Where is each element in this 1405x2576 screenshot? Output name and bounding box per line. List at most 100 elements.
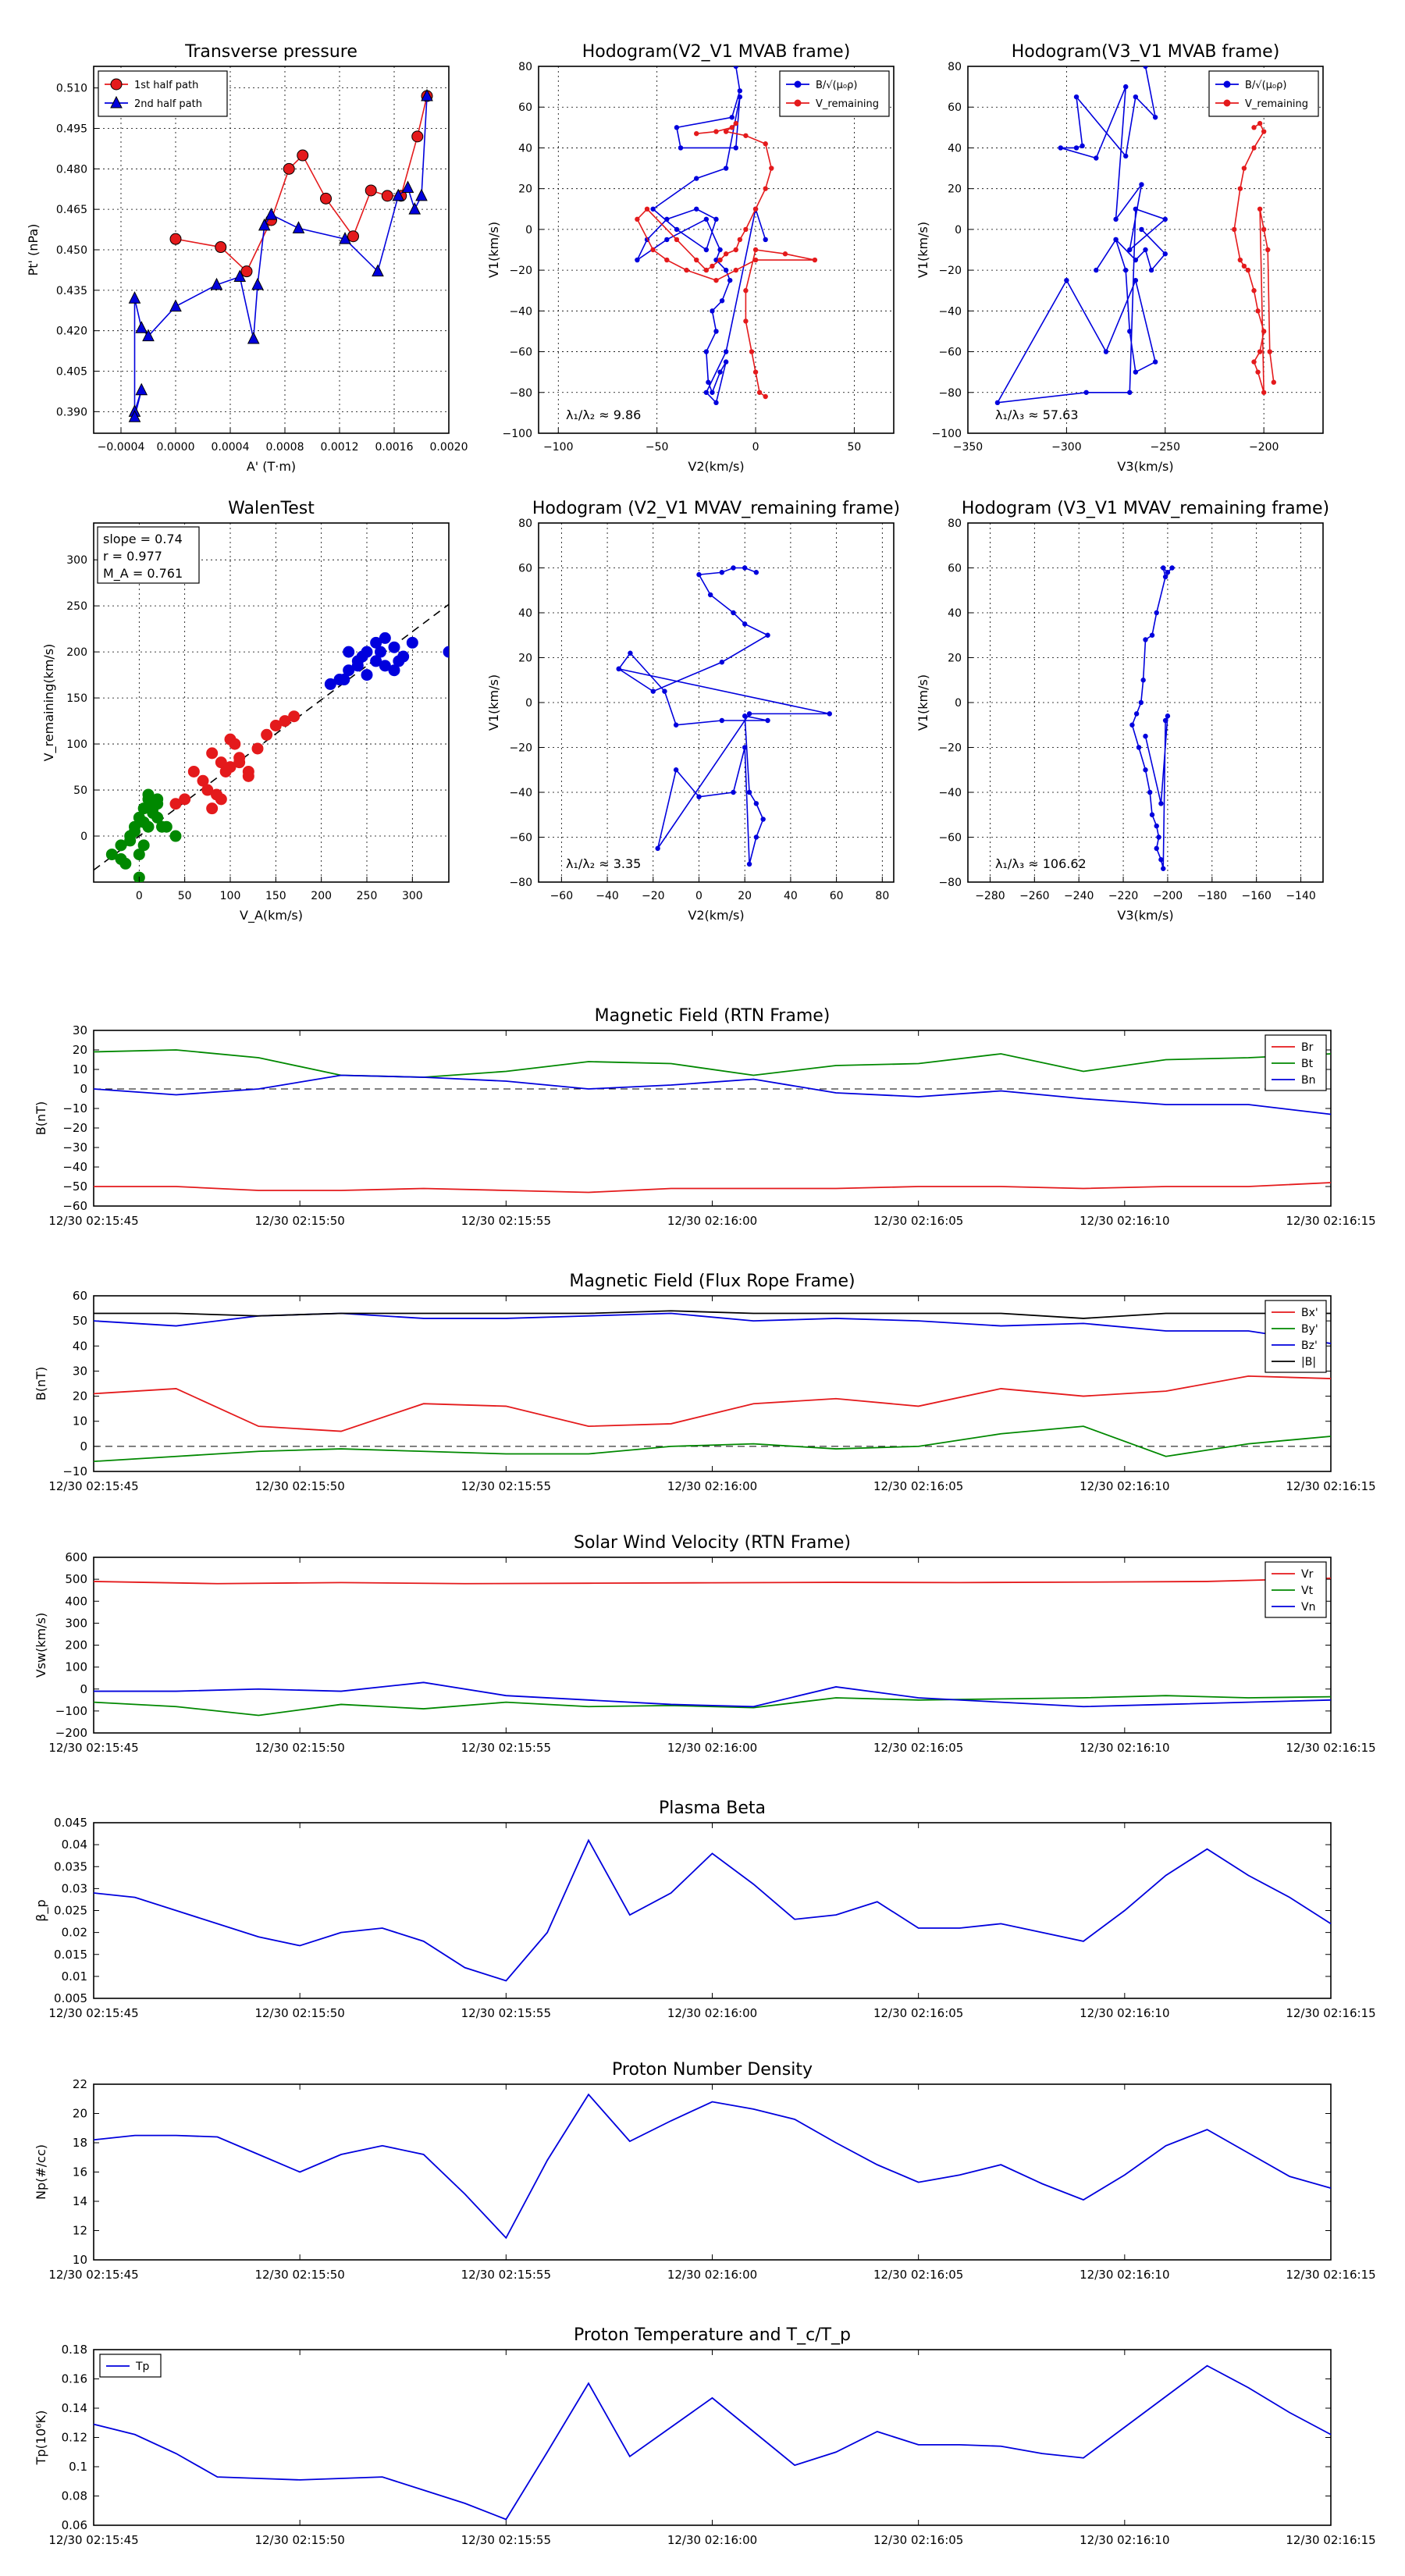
x-tick-label: 60 [830,890,844,902]
data-point [1073,145,1080,151]
data-point [717,257,723,263]
y-tick-label: −60 [938,832,962,845]
y-tick-label: 60 [518,563,532,575]
y-tick-label: 12 [73,2224,87,2238]
y-tick-label: −100 [503,428,532,440]
data-point [151,798,164,810]
y-axis-label: V1(km/s) [916,674,930,731]
series-line [93,2093,1332,2240]
data-point [142,820,155,833]
data-point [1113,237,1119,243]
series-line [93,1577,1332,1585]
x-tick-label: −200 [1249,441,1279,454]
y-axis-label: V1(km/s) [486,222,501,278]
data-point [706,379,711,385]
y-tick-label: 10 [73,1414,87,1429]
data-point [696,794,702,799]
time-tick-label: 12/30 02:15:50 [254,2006,344,2020]
data-point [710,263,715,269]
data-point [1080,143,1085,149]
y-tick-label: 20 [948,653,962,665]
data-point [411,130,424,143]
data-point [1251,359,1257,365]
data-point [752,369,759,375]
data-point [169,233,182,245]
time-tick-label: 12/30 02:16:00 [667,2006,757,2020]
y-tick-label: 80 [518,518,532,530]
series-line [93,1074,1332,1115]
y-tick-label: 0 [80,1082,87,1096]
x-tick-label: −140 [1286,890,1315,902]
x-tick-label: 0.0016 [375,441,414,454]
chart-np: Proton Number Density 12/30 02:15:45 12/30… [34,2060,1376,2282]
time-tick-label: 12/30 02:15:50 [254,2533,344,2547]
y-tick-label: 0.390 [56,406,87,418]
data-point [1156,834,1161,840]
data-point [105,849,118,861]
data-point [1261,226,1267,233]
x-axis-label: A' (T·m) [247,459,296,474]
data-point [401,180,414,194]
y-tick-label: −20 [509,742,532,755]
data-point [733,247,738,253]
legend-label: Bz' [1301,1340,1318,1352]
data-point [1058,145,1064,151]
data-point [723,359,729,365]
y-tick-label: 100 [66,738,87,751]
data-point [827,711,833,717]
y-tick-label: 40 [518,607,532,620]
data-point [169,299,182,312]
series-line [94,1310,1331,1319]
series-line [1131,565,1173,869]
data-point [742,565,748,571]
data-point [753,570,759,575]
series-line [636,123,816,397]
time-tick-label: 12/30 02:15:55 [461,1741,551,1755]
data-point [1154,845,1159,852]
data-point [1073,94,1080,100]
y-tick-label: −60 [938,347,962,359]
time-tick-label: 12/30 02:16:15 [1286,1214,1375,1228]
data-point [1152,359,1158,365]
chart-bfr: Magnetic Field (Flux Rope Frame) 12/30 02… [34,1272,1376,1493]
data-point [1136,745,1142,750]
data-point [261,728,273,741]
legend-label: By' [1301,1323,1318,1336]
y-tick-label: 0 [80,1682,87,1696]
data-point [644,206,650,212]
chart-title: Proton Temperature and T_c/T_p [574,2325,851,2345]
x-tick-label: −100 [543,441,573,454]
data-point [206,747,219,760]
y-tick-label: 50 [73,785,87,797]
x-tick-label: −220 [1108,890,1138,902]
y-axis-label: V1(km/s) [486,674,501,731]
chart-title: Hodogram (V3_V1 MVAV_remaining frame) [962,499,1329,518]
y-tick-label: 20 [518,653,532,665]
data-point [694,130,699,137]
y-axis-label: Vsw(km/s) [34,1613,48,1678]
data-point [694,206,699,212]
y-tick-label: 40 [948,142,962,155]
data-point [760,817,766,822]
data-point [628,650,633,656]
data-point [737,88,743,94]
chart-title: Hodogram(V3_V1 MVAB frame) [1012,42,1280,62]
data-point [1165,570,1171,575]
plot-area [968,66,1323,433]
chart-title: Proton Number Density [612,2060,813,2080]
data-point [742,745,748,750]
plot-area [94,66,449,433]
x-tick-label: −260 [1019,890,1049,902]
y-axis-label: B(nT) [34,1101,48,1135]
data-point [233,269,247,283]
x-axis-label: V3(km/s) [1117,908,1173,923]
y-tick-label: −100 [932,428,962,440]
data-point [1143,247,1148,253]
legend-label: Vt [1301,1585,1314,1597]
data-point [372,264,384,277]
y-tick-label: 400 [65,1594,87,1608]
y-tick-label: 16 [73,2165,87,2179]
series-line [94,1681,1332,1708]
time-tick-label: 12/30 02:16:10 [1080,2533,1169,2547]
data-point [719,298,725,304]
